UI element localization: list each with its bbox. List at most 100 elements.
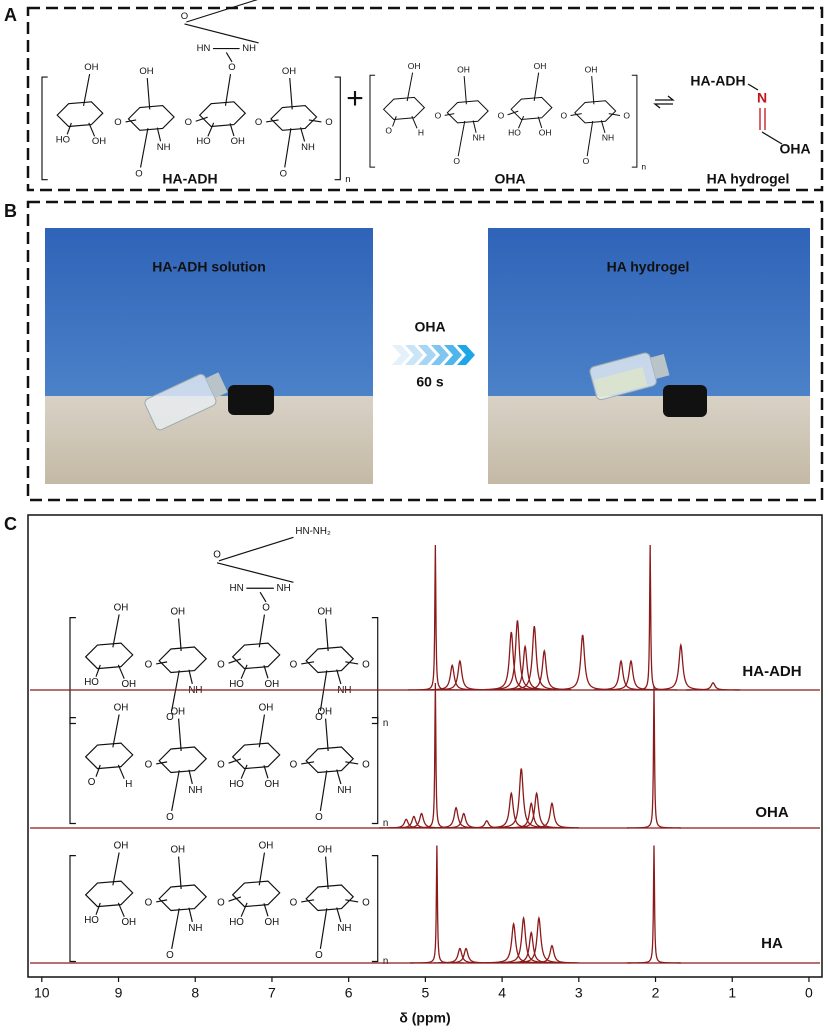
atom-label: OH xyxy=(265,917,280,928)
bond xyxy=(570,113,582,116)
bond xyxy=(319,670,328,711)
atom-label: HO xyxy=(84,915,99,926)
atom-label: O xyxy=(623,110,630,120)
structure-name: HA-ADH xyxy=(162,171,217,187)
atom-label: HN-NH₂ xyxy=(295,526,331,537)
atom-label: OH xyxy=(170,706,185,717)
atom-label: NH xyxy=(157,142,171,153)
atom-label: O xyxy=(362,659,370,670)
atom-label: OH xyxy=(170,606,185,617)
bond xyxy=(177,718,182,752)
series-label: OHA xyxy=(755,804,789,821)
peak xyxy=(507,626,562,691)
bond xyxy=(324,718,329,752)
atom-label: OH xyxy=(457,64,470,74)
atom-label: OH xyxy=(317,844,332,855)
atom-label: H xyxy=(125,779,132,790)
x-tick-label: 9 xyxy=(115,985,123,1001)
atom-label: OH xyxy=(259,702,274,713)
ring xyxy=(446,100,489,124)
ring xyxy=(158,884,208,912)
ring xyxy=(305,884,355,912)
atom-label: O xyxy=(385,126,392,136)
bond xyxy=(336,669,342,685)
chevron xyxy=(405,345,423,365)
peak xyxy=(512,915,566,964)
ring xyxy=(158,746,208,774)
ring xyxy=(231,742,281,770)
atom-label: O xyxy=(560,110,567,120)
atom-label: O xyxy=(145,659,153,670)
bond xyxy=(112,714,120,748)
atom-label: HO xyxy=(196,136,210,147)
atom-label: n xyxy=(345,174,350,185)
peak xyxy=(439,947,493,964)
atom-label: O xyxy=(498,110,505,120)
bracket xyxy=(69,617,379,725)
atom-label: O xyxy=(435,110,442,120)
x-tick-label: 2 xyxy=(652,985,660,1001)
chemical-structure: OH HO OH O OH NH O O OH HO OH O OH NH O On xyxy=(69,840,388,967)
atom-label: NH xyxy=(602,132,614,142)
bond xyxy=(301,761,315,765)
bond xyxy=(117,902,125,917)
atom-label: O xyxy=(88,777,96,788)
chevron xyxy=(444,345,462,365)
bond xyxy=(146,77,151,110)
plus-sign: + xyxy=(346,82,364,115)
ring xyxy=(231,642,281,670)
bond xyxy=(184,0,259,63)
peak xyxy=(496,915,551,964)
bond xyxy=(284,128,292,168)
bond xyxy=(299,127,306,142)
bond xyxy=(240,764,248,779)
bond xyxy=(308,119,322,123)
bond xyxy=(319,908,328,949)
ring xyxy=(158,646,208,674)
atom-label: OH xyxy=(114,840,129,851)
atom-label: HO xyxy=(229,679,244,690)
peak xyxy=(686,682,740,691)
peak xyxy=(498,644,552,691)
bond xyxy=(263,765,269,779)
bond xyxy=(507,110,519,116)
peak xyxy=(623,544,678,691)
atom-label: O xyxy=(290,759,298,770)
atom-label: OH xyxy=(121,917,136,928)
atom-label: n xyxy=(641,161,646,171)
bond xyxy=(591,76,595,105)
bond xyxy=(171,670,180,712)
bond xyxy=(517,116,525,129)
peak xyxy=(525,944,579,964)
bond xyxy=(345,899,359,903)
atom-label: OH xyxy=(92,136,106,147)
bond xyxy=(228,658,242,664)
atom-label: HO xyxy=(84,677,99,688)
bond xyxy=(240,902,248,917)
bond xyxy=(156,127,162,142)
atom-label: OH xyxy=(139,66,153,77)
bracket xyxy=(69,717,379,825)
atom-label: NH xyxy=(188,923,202,934)
bond xyxy=(411,116,418,129)
ring xyxy=(305,746,355,774)
bond xyxy=(156,661,168,665)
atom-label: OH xyxy=(539,127,552,137)
ring xyxy=(231,880,281,908)
atom-label: HN xyxy=(230,583,244,594)
x-axis-label: δ (ppm) xyxy=(399,1010,450,1026)
atom-label: OH xyxy=(114,602,129,613)
bond xyxy=(188,769,193,785)
imine-n: N xyxy=(757,90,767,106)
atom-label: O xyxy=(145,759,153,770)
atom-label: O xyxy=(453,156,460,166)
atom-label: OH xyxy=(114,702,129,713)
atom-label: NH xyxy=(301,142,315,153)
bond xyxy=(537,116,543,129)
atom-label: OH xyxy=(585,64,598,74)
bond xyxy=(266,119,279,123)
